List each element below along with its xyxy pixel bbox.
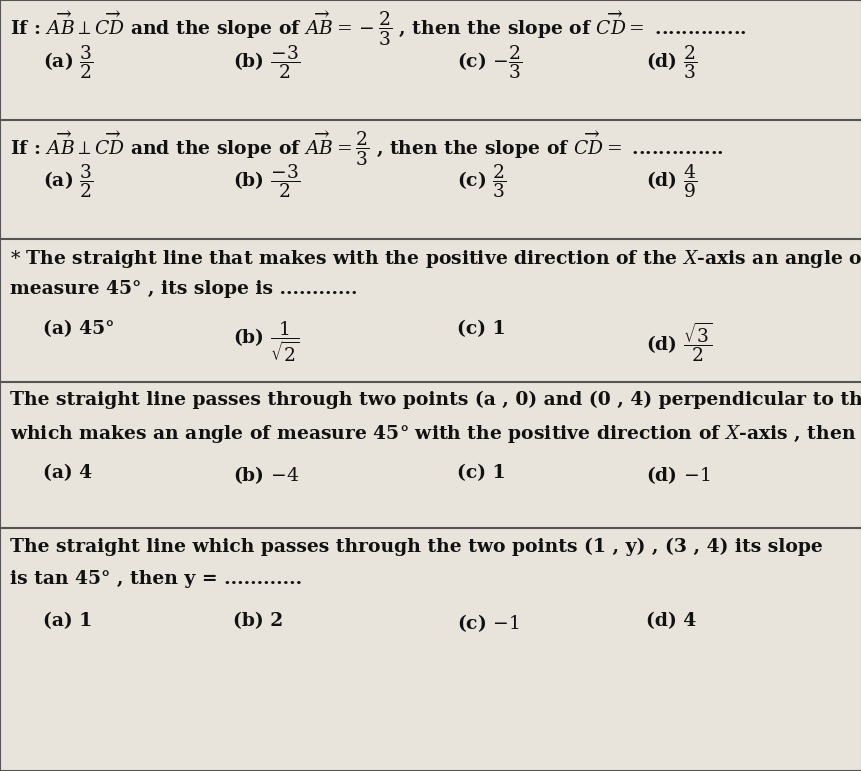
Text: (d) 4: (d) 4	[646, 612, 696, 630]
Text: The straight line passes through two points (a , 0) and (0 , 4) perpendicular to: The straight line passes through two poi…	[10, 391, 861, 409]
Text: (a) 4: (a) 4	[43, 464, 92, 482]
Text: is tan 45° , then y = ............: is tan 45° , then y = ............	[10, 570, 302, 588]
Text: The straight line which passes through the two points (1 , y) , (3 , 4) its slop: The straight line which passes through t…	[10, 537, 822, 556]
Text: (c) $\dfrac{2}{3}$: (c) $\dfrac{2}{3}$	[456, 162, 506, 200]
Text: If : $\overrightarrow{AB} \perp \overrightarrow{CD}$ and the slope of $\overrigh: If : $\overrightarrow{AB} \perp \overrig…	[10, 129, 723, 168]
Text: If : $\overrightarrow{AB} \perp \overrightarrow{CD}$ and the slope of $\overrigh: If : $\overrightarrow{AB} \perp \overrig…	[10, 9, 746, 49]
Text: (d) $\dfrac{\sqrt{3}}{2}$: (d) $\dfrac{\sqrt{3}}{2}$	[646, 320, 713, 364]
Text: (a) $\dfrac{3}{2}$: (a) $\dfrac{3}{2}$	[43, 162, 93, 200]
Text: (d) $-1$: (d) $-1$	[646, 464, 710, 486]
Text: which makes an angle of measure 45° with the positive direction of $X$-axis , th: which makes an angle of measure 45° with…	[10, 423, 861, 445]
Text: (c) $-\dfrac{2}{3}$: (c) $-\dfrac{2}{3}$	[456, 42, 522, 81]
Text: measure 45° , its slope is ............: measure 45° , its slope is ............	[10, 280, 357, 298]
Text: (d) $\dfrac{4}{9}$: (d) $\dfrac{4}{9}$	[646, 162, 697, 200]
Text: (b) $\dfrac{-3}{2}$: (b) $\dfrac{-3}{2}$	[232, 162, 300, 200]
Text: (c) 1: (c) 1	[456, 320, 505, 338]
Text: (d) $\dfrac{2}{3}$: (d) $\dfrac{2}{3}$	[646, 42, 697, 81]
Text: (b) 2: (b) 2	[232, 612, 282, 630]
Text: $*$ The straight line that makes with the positive direction of the $X$-axis an : $*$ The straight line that makes with th…	[10, 248, 861, 271]
Text: (b) $\dfrac{-3}{2}$: (b) $\dfrac{-3}{2}$	[232, 42, 300, 81]
Text: (b) $-4$: (b) $-4$	[232, 464, 299, 486]
Text: (a) 45°: (a) 45°	[43, 320, 115, 338]
Text: (b) $\dfrac{1}{\sqrt{2}}$: (b) $\dfrac{1}{\sqrt{2}}$	[232, 320, 300, 364]
Text: (a) 1: (a) 1	[43, 612, 92, 630]
Text: (c) $-1$: (c) $-1$	[456, 612, 519, 634]
Text: (c) 1: (c) 1	[456, 464, 505, 482]
Text: (a) $\dfrac{3}{2}$: (a) $\dfrac{3}{2}$	[43, 42, 93, 81]
